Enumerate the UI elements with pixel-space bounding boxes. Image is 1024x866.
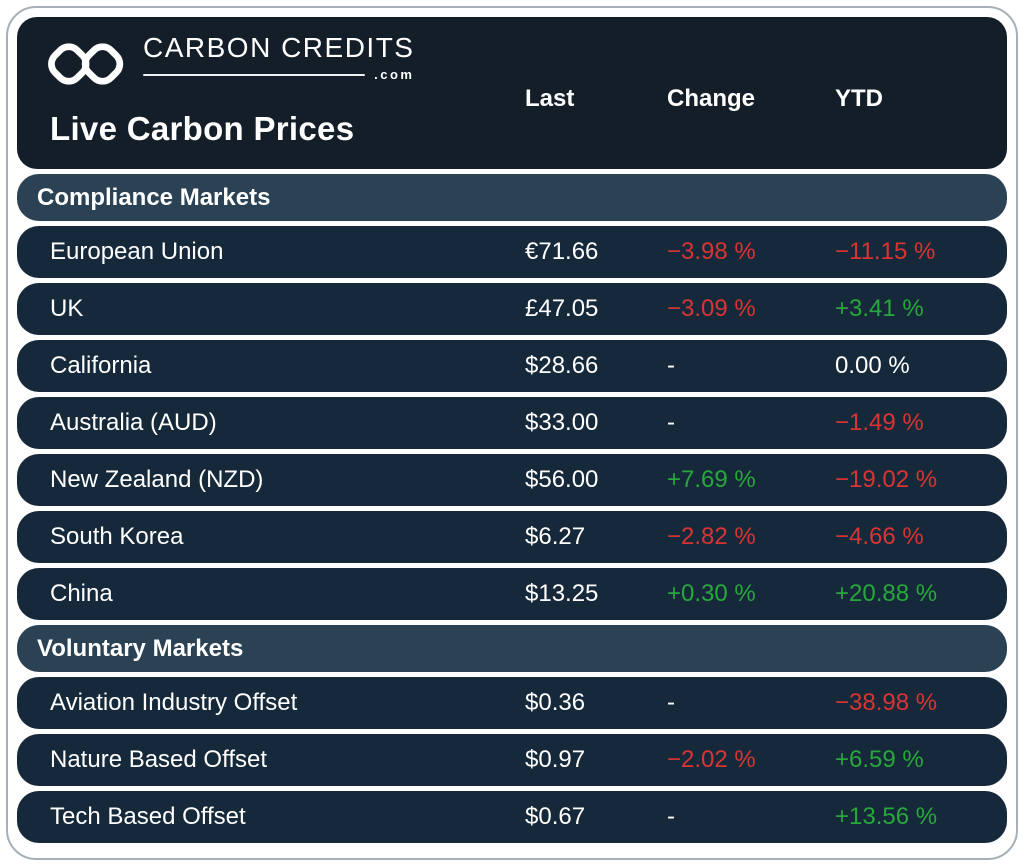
last-price: $0.67 (525, 803, 586, 830)
change-percent: −2.82 % (667, 523, 756, 550)
change-percent: −2.02 % (667, 746, 756, 773)
market-row: South Korea $6.27 −2.82 % −4.66 % (17, 511, 1007, 563)
ytd-percent: +3.41 % (835, 295, 924, 322)
market-row: Tech Based Offset $0.67 - +13.56 % (17, 791, 1007, 843)
change-percent: - (667, 803, 675, 830)
column-header-change: Change (667, 85, 756, 112)
market-name: China (50, 580, 113, 607)
market-name: California (50, 352, 152, 379)
column-header-last: Last (525, 85, 575, 112)
last-price: $28.66 (525, 352, 599, 379)
market-name: UK (50, 295, 84, 322)
market-name: Nature Based Offset (50, 746, 268, 773)
widget-header: CARBON CREDITS .com Live Carbon Prices L… (17, 17, 1007, 169)
last-price: $33.00 (525, 409, 599, 436)
market-row: UK £47.05 −3.09 % +3.41 % (17, 283, 1007, 335)
brand-cell: CARBON CREDITS .com Live Carbon Prices (48, 17, 525, 169)
market-row: Australia (AUD) $33.00 - −1.49 % (17, 397, 1007, 449)
market-row: Nature Based Offset $0.97 −2.02 % +6.59 … (17, 734, 1007, 786)
last-price: $56.00 (525, 466, 599, 493)
ytd-percent: 0.00 % (835, 352, 910, 379)
logo-underline-row: .com (143, 67, 414, 82)
carboncredits-logo-link[interactable]: CARBON CREDITS .com (44, 32, 414, 99)
change-percent: - (667, 689, 675, 716)
ytd-percent: −38.98 % (835, 689, 938, 716)
change-percent: +0.30 % (667, 580, 756, 607)
ytd-percent: −19.02 % (835, 466, 938, 493)
market-name: European Union (50, 238, 224, 265)
logo-underline (143, 73, 366, 76)
logo-text-block: CARBON CREDITS .com (143, 32, 414, 82)
section-label: Compliance Markets (37, 183, 271, 211)
last-price: €71.66 (525, 238, 599, 265)
market-row: New Zealand (NZD) $56.00 +7.69 % −19.02 … (17, 454, 1007, 506)
logo-wordmark: CARBON CREDITS (143, 32, 415, 63)
last-price: £47.05 (525, 295, 599, 322)
section-rows: Aviation Industry Offset $0.36 - −38.98 … (17, 677, 1007, 843)
column-header-ytd: YTD (835, 85, 883, 112)
market-name: Tech Based Offset (50, 803, 246, 830)
infinity-chain-icon (44, 34, 128, 99)
section-label: Voluntary Markets (37, 634, 244, 662)
sections: Compliance Markets European Union €71.66… (17, 174, 1007, 849)
market-section: Voluntary Markets Aviation Industry Offs… (17, 625, 1007, 843)
market-name: New Zealand (NZD) (50, 466, 264, 493)
market-name: Aviation Industry Offset (50, 689, 298, 716)
ytd-percent: +20.88 % (835, 580, 938, 607)
ytd-percent: −11.15 % (835, 238, 936, 265)
change-percent: −3.98 % (667, 238, 756, 265)
market-row: China $13.25 +0.30 % +20.88 % (17, 568, 1007, 620)
market-name: South Korea (50, 523, 184, 550)
last-price: $13.25 (525, 580, 599, 607)
last-price: $0.97 (525, 746, 586, 773)
market-row: European Union €71.66 −3.98 % −11.15 % (17, 226, 1007, 278)
ytd-percent: +13.56 % (835, 803, 938, 830)
last-price: $0.36 (525, 689, 586, 716)
market-section: Compliance Markets European Union €71.66… (17, 174, 1007, 620)
last-price: $6.27 (525, 523, 586, 550)
section-rows: European Union €71.66 −3.98 % −11.15 % U… (17, 226, 1007, 620)
change-percent: −3.09 % (667, 295, 756, 322)
ytd-percent: −1.49 % (835, 409, 924, 436)
ytd-percent: +6.59 % (835, 746, 924, 773)
live-carbon-prices-widget: CARBON CREDITS .com Live Carbon Prices L… (6, 6, 1018, 860)
section-header: Compliance Markets (17, 174, 1007, 221)
page-title: Live Carbon Prices (50, 110, 355, 147)
section-header: Voluntary Markets (17, 625, 1007, 672)
ytd-percent: −4.66 % (835, 523, 924, 550)
market-name: Australia (AUD) (50, 409, 217, 436)
market-row: Aviation Industry Offset $0.36 - −38.98 … (17, 677, 1007, 729)
change-percent: - (667, 352, 675, 379)
change-percent: - (667, 409, 675, 436)
market-row: California $28.66 - 0.00 % (17, 340, 1007, 392)
logo-domain: .com (374, 67, 415, 83)
change-percent: +7.69 % (667, 466, 756, 493)
